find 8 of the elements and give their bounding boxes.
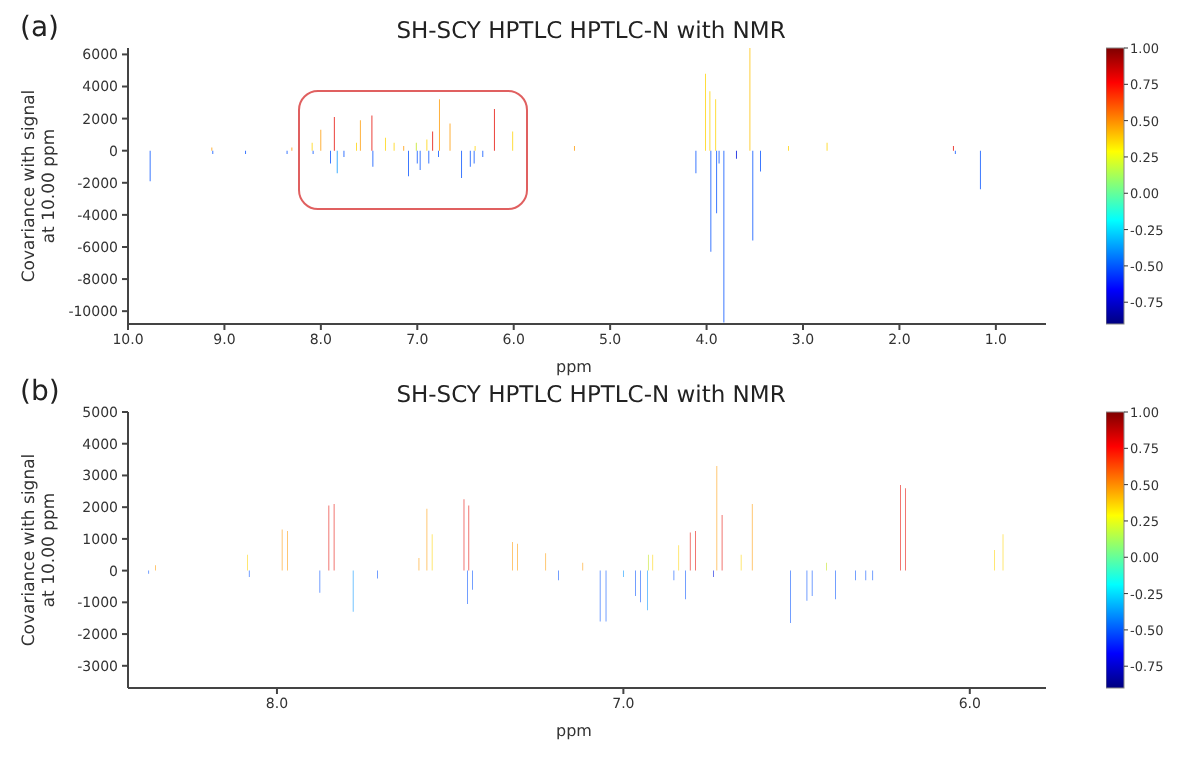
chart-title: SH-SCY HPTLC HPTLC-N with NMR — [396, 380, 786, 408]
text: (a) — [20, 12, 60, 44]
x-axis-title: ppm — [556, 358, 592, 376]
x-axis-title: ppm — [556, 722, 592, 740]
y-axis-title: Covariance with signal at 10.00 ppm — [20, 89, 60, 283]
text: (b) — [20, 376, 60, 408]
chart-title: SH-SCY HPTLC HPTLC-N with NMR — [396, 16, 786, 44]
y-axis-title: Covariance with signal at 10.00 ppm — [20, 453, 60, 647]
